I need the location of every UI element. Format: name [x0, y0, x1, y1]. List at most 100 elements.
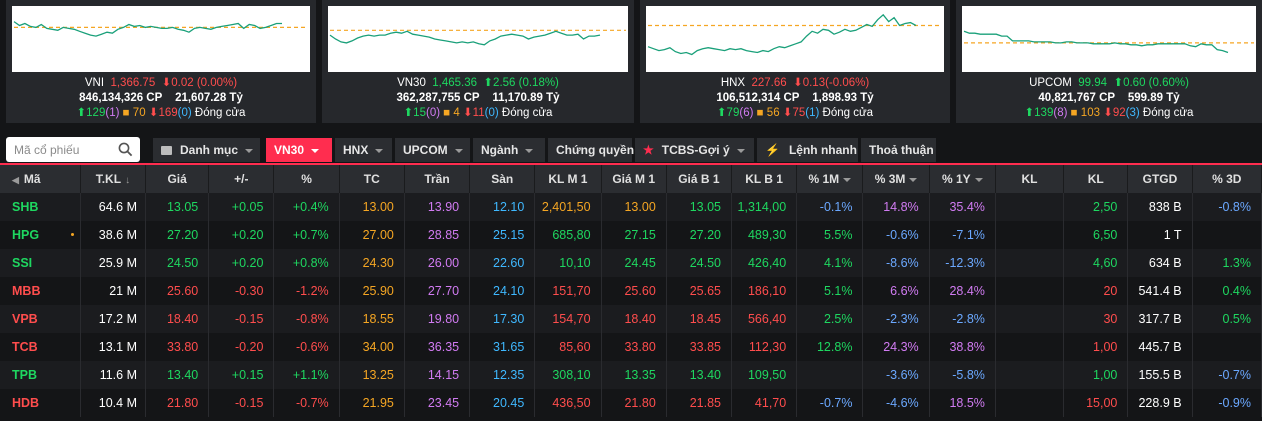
symbol-label[interactable]: HPG — [12, 228, 40, 242]
symbol-label[interactable]: MBB — [12, 284, 41, 298]
col-tkl[interactable]: T.KL ↓ — [80, 165, 147, 193]
tab-lenh-nhanh[interactable]: ⚡ Lệnh nhanh — [757, 138, 858, 162]
price-change: +0.20 — [208, 249, 275, 277]
floor-count: 1 — [809, 107, 816, 119]
table-row[interactable]: MBB 21 M 25.60 -0.30 -1.2% 25.90 27.70 24.10 151… — [0, 277, 1262, 305]
price-change: +0.05 — [208, 193, 275, 221]
tab-danh-muc[interactable]: Danh mục — [153, 138, 260, 162]
collapse-icon[interactable]: ◀ — [12, 175, 19, 185]
table-row[interactable]: HDB 10.4 M 21.80 -0.15 -0.7% 21.95 23.45 20.45 4… — [0, 389, 1262, 417]
price: 13.05 — [145, 193, 210, 221]
tab-chung-quyen[interactable]: Chứng quyền — [548, 138, 634, 162]
column-label: +/- — [234, 172, 249, 186]
ceiling-count: 1 — [109, 107, 116, 119]
price-line — [329, 30, 601, 46]
tab-upcom[interactable]: UPCOM — [395, 138, 470, 162]
col-kl-m1[interactable]: KL M 1 — [534, 165, 602, 193]
tab-vn30[interactable]: VN30 — [266, 138, 332, 162]
symbol-label[interactable]: SSI — [12, 256, 33, 270]
col-pct[interactable]: % — [273, 165, 340, 193]
stock-symbol[interactable]: HDB — [0, 389, 81, 417]
event-dot-icon — [70, 233, 74, 236]
col-gtgd[interactable]: GTGD — [1127, 165, 1193, 193]
pct-1m: 5.1% — [796, 277, 864, 305]
chevron-down-icon[interactable] — [909, 177, 918, 182]
symbol-label[interactable]: TPB — [12, 368, 37, 382]
index-card-upcom[interactable]: UPCOM 99.94 ⬆0.60 (0.60%) 40,821,767 CP 5… — [956, 0, 1262, 123]
col-gia[interactable]: Giá — [145, 165, 210, 193]
column-label: GTGD — [1142, 172, 1178, 186]
symbol-label[interactable]: TCB — [12, 340, 38, 354]
price-change: +0.20 — [208, 221, 275, 249]
sort-desc-icon[interactable]: ↓ — [125, 175, 131, 186]
stock-symbol[interactable]: MBB — [0, 277, 81, 305]
search-icon[interactable] — [118, 142, 133, 160]
ask-price-1: 13.40 — [666, 361, 732, 389]
col-tc[interactable]: TC — [338, 165, 405, 193]
last-volume-1 — [994, 333, 1065, 361]
col-ma[interactable]: ◀ Mã — [0, 165, 81, 193]
col-tran[interactable]: Trần — [404, 165, 471, 193]
column-label: % 3M — [874, 172, 906, 186]
ceiling-count: 6 — [743, 107, 750, 119]
tab-nganh[interactable]: Ngành — [473, 138, 545, 162]
chevron-down-icon[interactable] — [843, 177, 852, 182]
symbol-label[interactable]: SHB — [12, 200, 39, 214]
col-kl-2[interactable]: KL — [1063, 165, 1129, 193]
index-card-hnx[interactable]: HNX 227.66 ⬇0.13(-0.06%) 106,512,314 CP 1… — [640, 0, 950, 123]
table-row[interactable]: TPB 11.6 M 13.40 +0.15 +1.1% 13.25 14.15 12.35 3… — [0, 361, 1262, 389]
stock-symbol[interactable]: VPB — [0, 305, 81, 333]
stock-symbol[interactable]: SSI — [0, 249, 81, 277]
col-pct-1y[interactable]: % 1Y — [929, 165, 996, 193]
chevron-down-icon[interactable] — [974, 177, 983, 182]
reference-price: 13.00 — [338, 193, 405, 221]
tab-tcbs-goi-y[interactable]: ★ TCBS-Gợi ý — [635, 138, 754, 162]
last-volume-1 — [994, 305, 1065, 333]
symbol-label[interactable]: HDB — [12, 396, 40, 410]
col-kl-1[interactable]: KL — [994, 165, 1065, 193]
pct-1y: 35.4% — [929, 193, 996, 221]
table-row[interactable]: TCB 13.1 M 33.80 -0.20 -0.6% 34.00 36.35 31.65 8… — [0, 333, 1262, 361]
col-san[interactable]: Sàn — [469, 165, 536, 193]
col-pct-3m[interactable]: % 3M — [862, 165, 930, 193]
ceiling-price: 23.45 — [404, 389, 471, 417]
unchanged-count: 103 — [1080, 107, 1100, 119]
col-pct-1m[interactable]: % 1M — [796, 165, 864, 193]
ceiling-price: 26.00 — [404, 249, 471, 277]
search-input[interactable] — [6, 137, 110, 162]
total-volume: 10.4 M — [80, 389, 147, 417]
index-card-vni[interactable]: VNI 1,366.75 ⬇0.02 (0.00%) 846,134,326 CP… — [6, 0, 316, 123]
col-change[interactable]: +/- — [208, 165, 275, 193]
tab-thoa-thuan[interactable]: Thoả thuận — [861, 138, 936, 162]
symbol-label[interactable]: VPB — [12, 312, 38, 326]
col-pct-3d[interactable]: % 3D — [1192, 165, 1262, 193]
ask-price-1: 13.05 — [666, 193, 732, 221]
index-card-vn30[interactable]: VN30 1,465.36 ⬆2.56 (0.18%) 362,287,755 C… — [322, 0, 634, 123]
total-volume: 64.6 M — [80, 193, 147, 221]
stock-symbol[interactable]: TPB — [0, 361, 81, 389]
market-status: Đóng cửa — [194, 107, 246, 119]
pct-1y: -5.8% — [929, 361, 996, 389]
stock-symbol[interactable]: TCB — [0, 333, 81, 361]
index-info: UPCOM 99.94 ⬆0.60 (0.60%) 40,821,767 CP 5… — [956, 76, 1262, 121]
col-kl-b1[interactable]: KL B 1 — [731, 165, 798, 193]
arrow-up-icon: ⬆ — [483, 77, 494, 89]
table-row[interactable]: HPG 38.6 M 27.20 +0.20 +0.7% 27.00 28.85 25.15 6… — [0, 221, 1262, 249]
stock-symbol[interactable]: SHB — [0, 193, 81, 221]
floor-price: 22.60 — [469, 249, 536, 277]
stock-symbol[interactable]: HPG — [0, 221, 81, 249]
table-row[interactable]: VPB 17.2 M 18.40 -0.15 -0.8% 18.55 19.80 17.30 1… — [0, 305, 1262, 333]
arrow-down-icon: ⬇ — [1103, 107, 1113, 119]
trading-value: 634 B — [1127, 249, 1193, 277]
unchanged-count: 70 — [132, 107, 146, 119]
col-gia-b1[interactable]: Giá B 1 — [666, 165, 732, 193]
column-label: KL M 1 — [548, 172, 588, 186]
col-gia-m1[interactable]: Giá M 1 — [601, 165, 667, 193]
ask-price-1: 27.20 — [666, 221, 732, 249]
unchanged-count: 4 — [453, 107, 460, 119]
table-row[interactable]: SSI 25.9 M 24.50 +0.20 +0.8% 24.30 26.00 22.60 1… — [0, 249, 1262, 277]
arrow-down-icon: ⬇ — [793, 77, 803, 89]
table-row[interactable]: SHB 64.6 M 13.05 +0.05 +0.4% 13.00 13.90 12.10 2… — [0, 193, 1262, 221]
percent-change: +0.4% — [273, 193, 340, 221]
tab-hnx[interactable]: HNX — [335, 138, 392, 162]
